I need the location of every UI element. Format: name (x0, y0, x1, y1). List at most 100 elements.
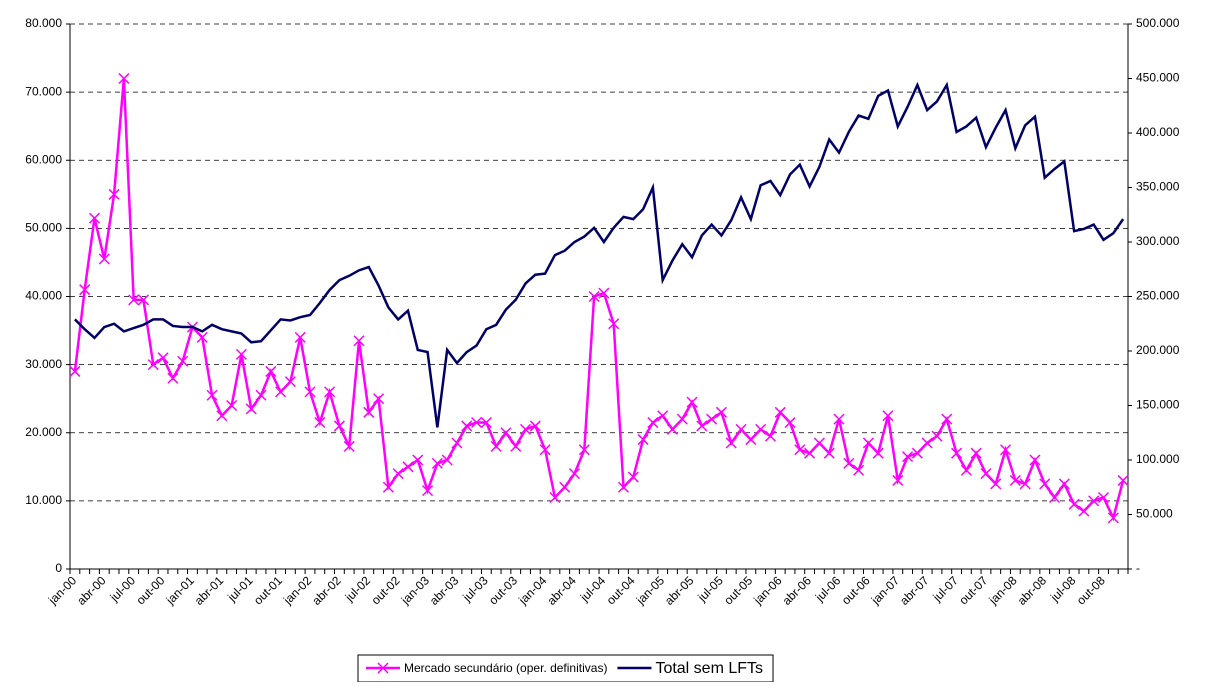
point-marker (549, 491, 561, 503)
x-tick-label: abr-07 (897, 573, 932, 608)
point-marker (559, 481, 571, 493)
y2-tick-label: 200.000 (1136, 343, 1180, 357)
point-marker (686, 396, 698, 408)
point-marker (823, 447, 835, 459)
x-tick-label: abr-04 (544, 573, 579, 608)
x-tick-label: abr-08 (1015, 573, 1050, 608)
y2-tick-label: 250.000 (1136, 289, 1180, 303)
point-marker (833, 413, 845, 425)
point-marker (294, 331, 306, 343)
point-marker (696, 420, 708, 432)
point-marker (970, 447, 982, 459)
point-marker (1088, 495, 1100, 507)
point-marker (588, 290, 600, 303)
point-marker (98, 253, 110, 265)
series-line (73, 78, 1125, 522)
point-marker (480, 417, 492, 429)
point-marker (314, 417, 326, 429)
x-tick-label: jul-07 (930, 573, 962, 605)
series-line (74, 81, 1125, 428)
point-marker (921, 437, 933, 449)
point-marker (69, 365, 81, 377)
point-marker (539, 444, 551, 456)
y-tick-label: 30.000 (25, 357, 62, 371)
point-marker (324, 386, 336, 398)
point-marker (373, 393, 385, 405)
x-tick-label: out-01 (251, 573, 285, 607)
point-marker (892, 474, 904, 486)
point-marker (471, 417, 483, 429)
point-marker (304, 386, 316, 398)
x-tick-label: jan-01 (163, 573, 197, 607)
y-tick-label: 40.000 (25, 289, 62, 303)
y-tick-label: 20.000 (25, 425, 62, 439)
point-marker (1078, 505, 1090, 517)
x-tick-label: out-07 (956, 573, 990, 607)
x-tick-label: jan-04 (515, 573, 549, 607)
x-tick-label: jul-00 (107, 573, 139, 605)
point-marker (715, 406, 727, 418)
x-tick-label: jul-03 (459, 573, 491, 605)
point-marker (157, 352, 169, 364)
x-tick-label: jan-07 (868, 573, 902, 607)
point-marker (794, 444, 806, 456)
legend-label: Mercado secundário (oper. definitivas) (404, 661, 607, 675)
legend-box (357, 654, 774, 683)
point-marker (1117, 474, 1129, 486)
x-tick-label: abr-03 (427, 573, 462, 608)
y-tick-label: 80.000 (25, 16, 62, 30)
y2-tick-label: 150.000 (1136, 398, 1180, 412)
point-marker (216, 410, 228, 422)
y2-tick-label: 100.000 (1136, 452, 1180, 466)
legend-marker (377, 662, 389, 674)
point-marker (461, 420, 473, 432)
point-marker (108, 188, 120, 200)
x-tick-label: abr-05 (662, 573, 697, 608)
point-marker (79, 284, 91, 296)
point-marker (382, 481, 394, 493)
point-marker (1107, 512, 1119, 524)
point-marker (637, 434, 649, 446)
point-marker (275, 386, 287, 398)
point-marker (343, 440, 355, 452)
y2-tick-label: - (1136, 561, 1140, 575)
y2-tick-label: 400.000 (1136, 125, 1180, 139)
legend: Mercado secundário (oper. definitivas) To… (357, 654, 774, 683)
y-tick-label: 50.000 (25, 221, 62, 235)
x-tick-label: out-05 (721, 573, 755, 607)
point-marker (412, 454, 424, 466)
x-tick-label: jan-02 (280, 573, 314, 607)
x-tick-label: out-08 (1074, 573, 1108, 607)
point-marker (813, 437, 825, 449)
point-marker (519, 423, 532, 435)
point-marker (627, 471, 639, 483)
x-tick-label: out-02 (369, 573, 403, 607)
point-marker (725, 437, 737, 449)
point-marker (608, 318, 620, 330)
legend-label: Total sem LFTs (655, 660, 763, 677)
y2-tick-label: 500.000 (1136, 16, 1180, 30)
point-marker (490, 440, 502, 452)
point-marker (657, 410, 669, 422)
point-marker (422, 485, 434, 497)
point-marker (882, 410, 894, 422)
point-marker (137, 294, 150, 306)
point-marker (706, 413, 718, 425)
point-marker (578, 444, 590, 456)
x-tick-label: out-03 (486, 573, 520, 607)
x-tick-label: out-04 (604, 573, 638, 607)
point-marker (1019, 478, 1031, 490)
point-marker (265, 365, 277, 377)
y2-tick-label: 50.000 (1136, 507, 1173, 521)
point-marker (764, 430, 776, 442)
y2-tick-label: 300.000 (1136, 234, 1180, 248)
point-marker (902, 451, 914, 463)
point-marker (735, 423, 747, 435)
x-tick-label: out-06 (839, 573, 873, 607)
point-marker (843, 457, 855, 469)
point-marker (363, 406, 375, 418)
point-marker (647, 417, 659, 429)
point-marker (206, 389, 218, 401)
point-marker (931, 430, 943, 442)
